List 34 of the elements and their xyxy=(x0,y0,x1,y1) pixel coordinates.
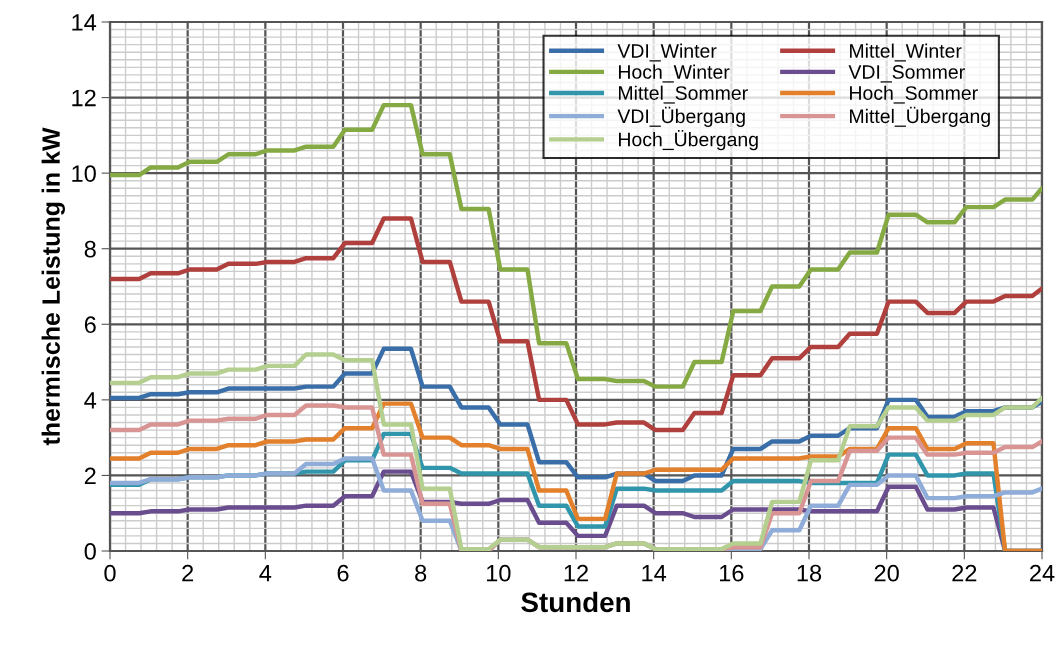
x-tick-label: 16 xyxy=(720,564,744,582)
x-tick-label: 8 xyxy=(415,564,427,582)
y-tick-label: 4 xyxy=(84,392,97,409)
x-tick-label: 6 xyxy=(337,564,349,582)
y-tick-label: 8 xyxy=(84,240,96,258)
x-tick-label: 4 xyxy=(259,565,272,582)
legend-label: Mittel_Sommer xyxy=(619,85,748,104)
x-tick-label: 12 xyxy=(564,564,588,582)
y-tick-label: 2 xyxy=(84,467,96,484)
legend-label: VDI_Übergang xyxy=(617,106,745,127)
y-tick-label: 6 xyxy=(84,316,96,334)
x-tick-label: 20 xyxy=(874,564,899,582)
x-tick-label: 10 xyxy=(487,564,511,582)
legend-label: Mittel_Übergang xyxy=(850,106,990,127)
x-axis-title: Stunden xyxy=(521,591,630,613)
legend-label: Hoch_Übergang xyxy=(619,129,758,151)
y-axis-title: thermische Leistung in kW xyxy=(41,127,65,446)
y-tick-label: 10 xyxy=(72,165,96,182)
line-series xyxy=(110,102,1042,389)
y-tick-label: 14 xyxy=(72,14,97,31)
legend-label: VDI_Winter xyxy=(617,43,717,62)
x-tick-label: 22 xyxy=(952,564,977,582)
x-tick-label: 24 xyxy=(1030,564,1055,582)
x-tick-label: 14 xyxy=(642,565,667,582)
legend-label: Mittel_Winter xyxy=(850,43,962,62)
x-tick-label: 2 xyxy=(182,564,194,582)
y-tick-label: 12 xyxy=(72,89,96,107)
legend-label: VDI_Sommer xyxy=(848,65,965,83)
x-tick-label: 0 xyxy=(104,564,116,582)
x-tick-label: 18 xyxy=(797,564,822,582)
legend-label: Hoch_Winter xyxy=(619,64,730,83)
line-series xyxy=(110,216,1042,433)
legend-label: Hoch_Sommer xyxy=(850,85,978,104)
y-tick-label: 0 xyxy=(84,543,96,560)
